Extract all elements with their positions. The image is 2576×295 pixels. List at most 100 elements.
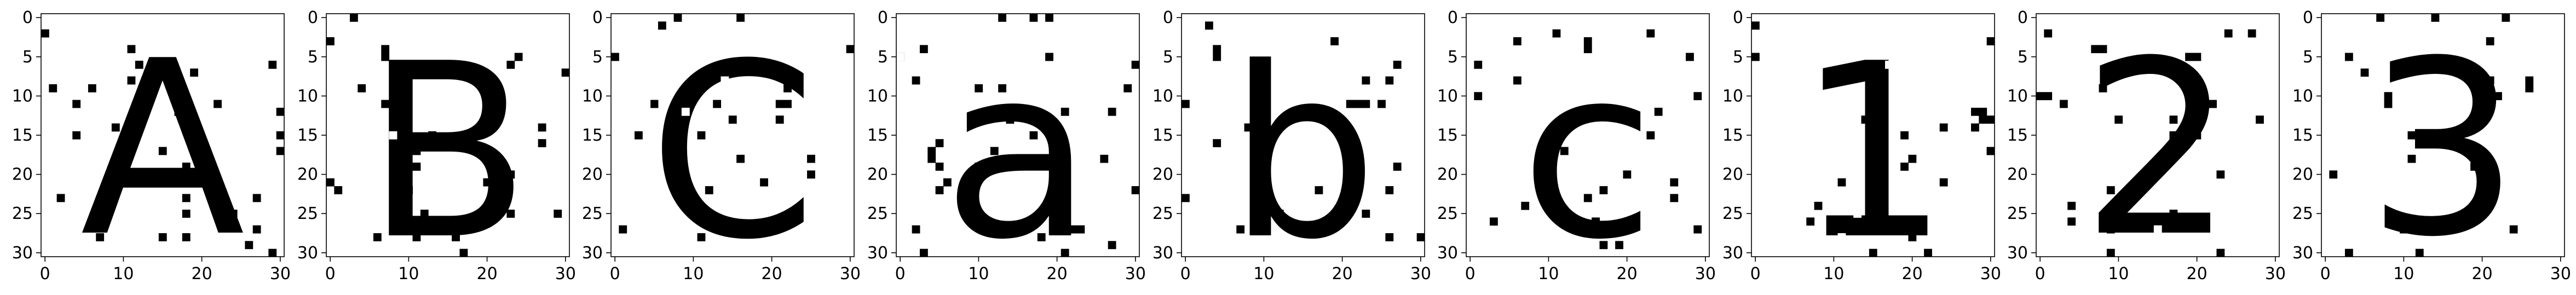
noise-pixel xyxy=(736,225,745,234)
noise-pixel xyxy=(96,233,105,241)
x-tick-label: 0 xyxy=(895,264,906,284)
noise-pixel xyxy=(2216,170,2225,179)
noise-pixel xyxy=(1416,233,1425,241)
noise-pixel xyxy=(1869,131,1877,140)
noise-pixel xyxy=(673,163,682,171)
noise-pixel xyxy=(561,68,569,77)
noise-pixel xyxy=(1244,123,1253,132)
x-tick-label: 30 xyxy=(1695,264,1716,284)
noise-pixel xyxy=(775,100,784,108)
noise-pixel xyxy=(760,178,768,187)
y-tick-label: 20 xyxy=(1722,165,1743,184)
noise-pixel xyxy=(182,210,191,218)
noise-pixel xyxy=(127,76,136,85)
x-tick-label: 20 xyxy=(1332,264,1353,284)
glyph-character: C xyxy=(648,12,816,292)
noise-pixel xyxy=(1252,147,1260,155)
y-tick-label: 30 xyxy=(1722,244,1743,263)
noise-pixel xyxy=(158,147,167,155)
panel-B: B 0 5 10 15 20 25 30 0 10 20 30 xyxy=(297,8,576,284)
noise-pixel xyxy=(1108,107,1116,116)
noise-pixel xyxy=(998,14,1007,22)
glyph-image: b xyxy=(1182,18,1425,257)
panel-C: C 0 5 10 15 20 25 30 0 10 20 30 xyxy=(582,8,861,292)
noise-pixel xyxy=(975,163,983,171)
noise-pixel xyxy=(2509,29,2518,38)
noise-pixel xyxy=(2486,233,2494,241)
noise-pixel xyxy=(56,194,65,203)
noise-pixel xyxy=(111,123,120,132)
noise-pixel xyxy=(1885,60,1893,69)
noise-pixel xyxy=(1474,92,1483,101)
noise-pixel xyxy=(1837,233,1846,241)
noise-pixel xyxy=(2247,29,2256,38)
panel-lower-a: a 0 5 10 15 20 25 30 0 10 20 30 xyxy=(867,8,1146,291)
noise-pixel xyxy=(2470,201,2479,210)
noise-pixel xyxy=(2525,76,2534,85)
y-tick-label: 5 xyxy=(2303,48,2313,67)
noise-pixel xyxy=(2036,92,2044,101)
noise-pixels xyxy=(41,29,284,257)
noise-pixel xyxy=(326,178,335,187)
x-tick-label: 20 xyxy=(2187,264,2208,284)
y-tick-label: 25 xyxy=(297,204,318,223)
y-tick-label: 5 xyxy=(878,48,888,67)
noise-pixel xyxy=(1986,147,1995,155)
noise-pixel xyxy=(326,37,335,45)
noise-pixel xyxy=(221,115,230,124)
noise-pixel xyxy=(1979,107,1987,116)
noise-pixel xyxy=(1521,201,1530,210)
noise-pixel xyxy=(276,131,284,140)
noise-pixel xyxy=(1552,131,1561,140)
y-tick-label: 10 xyxy=(1152,86,1173,106)
noise-pixel xyxy=(1362,210,1370,218)
noise-pixel xyxy=(174,107,183,116)
y-tick-label: 5 xyxy=(592,48,603,67)
noise-pixel xyxy=(412,233,421,241)
noise-pixel xyxy=(2106,186,2115,194)
noise-pixel xyxy=(1069,225,1077,234)
image-background xyxy=(611,14,854,257)
glyph-character: a xyxy=(942,17,1094,291)
x-tick-label: 10 xyxy=(1823,264,1844,284)
noise-pixel xyxy=(2344,248,2353,257)
x-tick-label: 10 xyxy=(113,264,134,284)
noise-pixel xyxy=(1037,233,1046,241)
x-tick-label: 0 xyxy=(40,264,50,284)
noise-pixel xyxy=(554,210,562,218)
y-tick-label: 15 xyxy=(2292,126,2313,145)
noise-pixel xyxy=(1213,45,1221,54)
noise-pixel xyxy=(2153,225,2162,234)
y-tick-label: 30 xyxy=(297,244,318,263)
x-tick-label: 30 xyxy=(2265,264,2286,284)
x-tick-label: 0 xyxy=(2035,264,2045,284)
noise-pixel xyxy=(1260,154,1269,163)
noise-pixel xyxy=(1646,131,1655,140)
noise-pixels xyxy=(1182,21,1425,241)
noise-pixel xyxy=(358,84,366,92)
noise-pixel xyxy=(506,210,515,218)
y-tick-label: 15 xyxy=(1722,126,1743,145)
x-tick-label: 30 xyxy=(2550,264,2571,284)
noise-pixel xyxy=(1877,60,1885,69)
y-tick-label: 25 xyxy=(2292,204,2313,223)
noise-pixel xyxy=(1877,186,1885,194)
noise-pixel xyxy=(2216,248,2225,257)
noise-pixel xyxy=(2494,92,2502,101)
noise-pixel xyxy=(1955,60,1964,69)
noise-pixel xyxy=(1385,233,1394,241)
noise-pixel xyxy=(1869,248,1877,257)
x-tick-label: 0 xyxy=(1465,264,1476,284)
noise-pixel xyxy=(846,45,854,54)
noise-pixel xyxy=(268,248,277,257)
noise-pixel xyxy=(935,139,944,147)
noise-pixel xyxy=(611,53,619,61)
noise-pixel xyxy=(2224,29,2233,38)
noise-pixel xyxy=(619,225,627,234)
noise-pixel xyxy=(1900,131,1909,140)
noise-pixel xyxy=(775,115,784,124)
panel-lower-b: b 0 5 10 15 20 25 30 0 10 20 30 xyxy=(1152,8,1431,284)
noise-pixel xyxy=(252,194,261,203)
